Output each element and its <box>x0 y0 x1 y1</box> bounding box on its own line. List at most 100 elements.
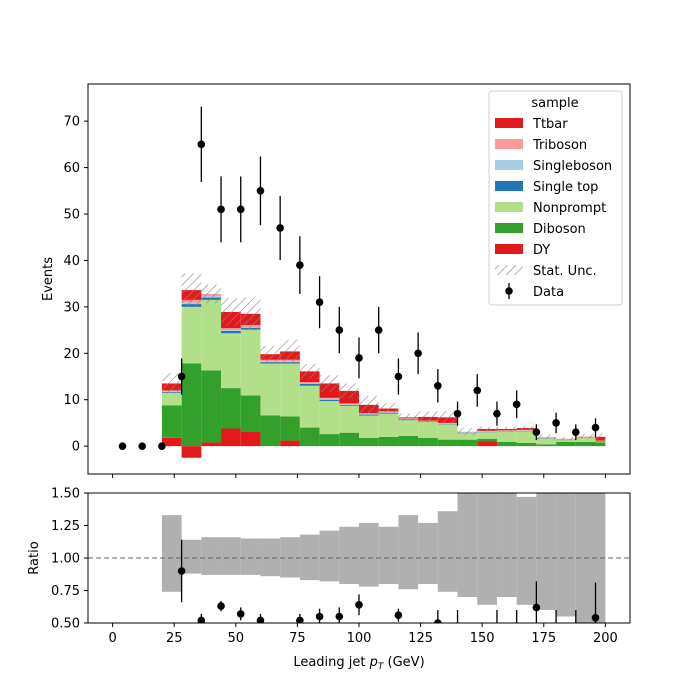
data-point <box>315 298 324 307</box>
ratio-band-box <box>240 538 261 575</box>
bar-segment <box>359 414 379 416</box>
x-axis-label: Leading jet pT (GeV) <box>293 655 424 672</box>
legend-label: Singleboson <box>533 159 612 174</box>
bar-segment <box>437 424 458 440</box>
bar-segment <box>221 388 241 429</box>
bar-segment <box>437 439 458 447</box>
y-tick-label: 1.25 <box>51 519 80 534</box>
legend-label: Data <box>533 285 564 300</box>
ratio-point <box>177 567 186 575</box>
data-point <box>572 428 580 437</box>
bar-segment <box>181 446 202 458</box>
legend-entry-single-top: Single top <box>495 180 598 195</box>
bar-segment <box>339 404 359 406</box>
legend-title: sample <box>531 96 578 111</box>
main-y-label: Events <box>41 257 56 301</box>
bar-segment <box>240 431 261 447</box>
x-tick-label: 75 <box>289 631 306 646</box>
data-point <box>473 386 482 395</box>
stack-nonprompt <box>161 299 606 445</box>
data-point <box>177 372 186 381</box>
stat-unc-box <box>516 425 537 431</box>
legend-swatch <box>495 265 523 275</box>
ratio-band-box <box>280 537 300 578</box>
legend-entry-ttbar: Ttbar <box>495 117 568 132</box>
ratio-point <box>315 612 324 621</box>
x-tick-label: 50 <box>228 631 245 646</box>
x-tick-label: 25 <box>166 631 183 646</box>
data-point <box>276 224 284 232</box>
legend-entry-stat-unc: Stat. Unc. <box>495 264 597 279</box>
legend-marker <box>505 287 513 295</box>
bar-segment <box>595 442 606 447</box>
ratio-band-box <box>161 515 182 592</box>
y-tick-label: 30 <box>63 300 80 315</box>
data-point <box>453 409 462 418</box>
ratio-band-box <box>536 493 557 610</box>
ratio-y-label: Ratio <box>27 541 42 574</box>
ratio-y-ticks: 0.50 0.75 1.00 1.25 1.50 <box>51 487 88 632</box>
ratio-point <box>296 616 304 623</box>
bar-segment <box>536 438 557 445</box>
bar-segment <box>260 415 281 447</box>
ratio-band-box <box>181 539 202 574</box>
bar-segment <box>221 331 241 334</box>
stat-unc-box <box>339 383 359 399</box>
bar-segment <box>161 437 182 447</box>
stat-unc-box <box>536 434 557 440</box>
data-point <box>434 381 442 390</box>
y-tick-label: 40 <box>63 254 80 269</box>
legend-swatch <box>495 139 523 149</box>
bar-segment <box>359 437 379 447</box>
ratio-x-ticks: 0 25 50 75 100 125 150 175 200 <box>108 623 618 646</box>
bar-segment <box>319 401 340 435</box>
ratio-band-box <box>496 493 517 597</box>
ratio-band-box <box>221 537 241 575</box>
ratio-band-box <box>260 538 281 577</box>
data-point <box>591 423 600 432</box>
main-y-ticks: 0 10 20 30 40 50 60 70 <box>63 115 88 455</box>
ratio-band-box <box>477 493 497 605</box>
stat-unc-band <box>161 273 606 441</box>
stat-unc-box <box>398 413 419 422</box>
bar-segment <box>221 428 241 447</box>
legend-entry-data: Data <box>505 283 564 300</box>
stat-unc-box <box>496 426 517 432</box>
data-point <box>394 372 403 381</box>
legend: sample Ttbar Triboson Singleboson Single to… <box>488 90 623 306</box>
bar-segment <box>339 403 359 405</box>
bar-segment <box>299 383 320 386</box>
ratio-point <box>355 601 363 609</box>
stat-unc-box <box>181 273 202 307</box>
ratio-point <box>513 632 521 640</box>
stat-unc-box <box>437 411 458 424</box>
data-point <box>217 205 225 214</box>
y-tick-label: 0.75 <box>51 584 80 599</box>
stat-unc-box <box>161 373 182 394</box>
ratio-band-box <box>299 534 320 581</box>
bar-segment <box>496 441 517 447</box>
bar-segment <box>319 399 340 402</box>
legend-entry-diboson: Diboson <box>495 222 586 237</box>
ratio-points <box>177 539 600 640</box>
ratio-point <box>394 611 403 619</box>
legend-swatch <box>495 160 523 170</box>
legend-label: Nonprompt <box>533 201 606 216</box>
stat-unc-box <box>319 375 340 392</box>
bar-segment <box>299 427 320 447</box>
bar-segment <box>201 370 222 443</box>
ratio-band-box <box>319 530 340 582</box>
y-tick-label: 10 <box>63 393 80 408</box>
data-point <box>355 354 363 362</box>
stat-unc-box <box>260 345 281 363</box>
stat-unc-box <box>418 411 438 423</box>
main-x-ticks <box>112 474 606 478</box>
bar-segment <box>161 392 182 406</box>
bar-segment <box>378 413 399 437</box>
y-tick-label: 1.00 <box>51 552 80 567</box>
ratio-point <box>532 603 541 612</box>
legend-entries: Ttbar Triboson Singleboson Single top Nonpro… <box>495 117 612 300</box>
ratio-point <box>335 612 344 621</box>
ratio-point <box>572 632 580 640</box>
stat-unc-box <box>240 297 261 331</box>
